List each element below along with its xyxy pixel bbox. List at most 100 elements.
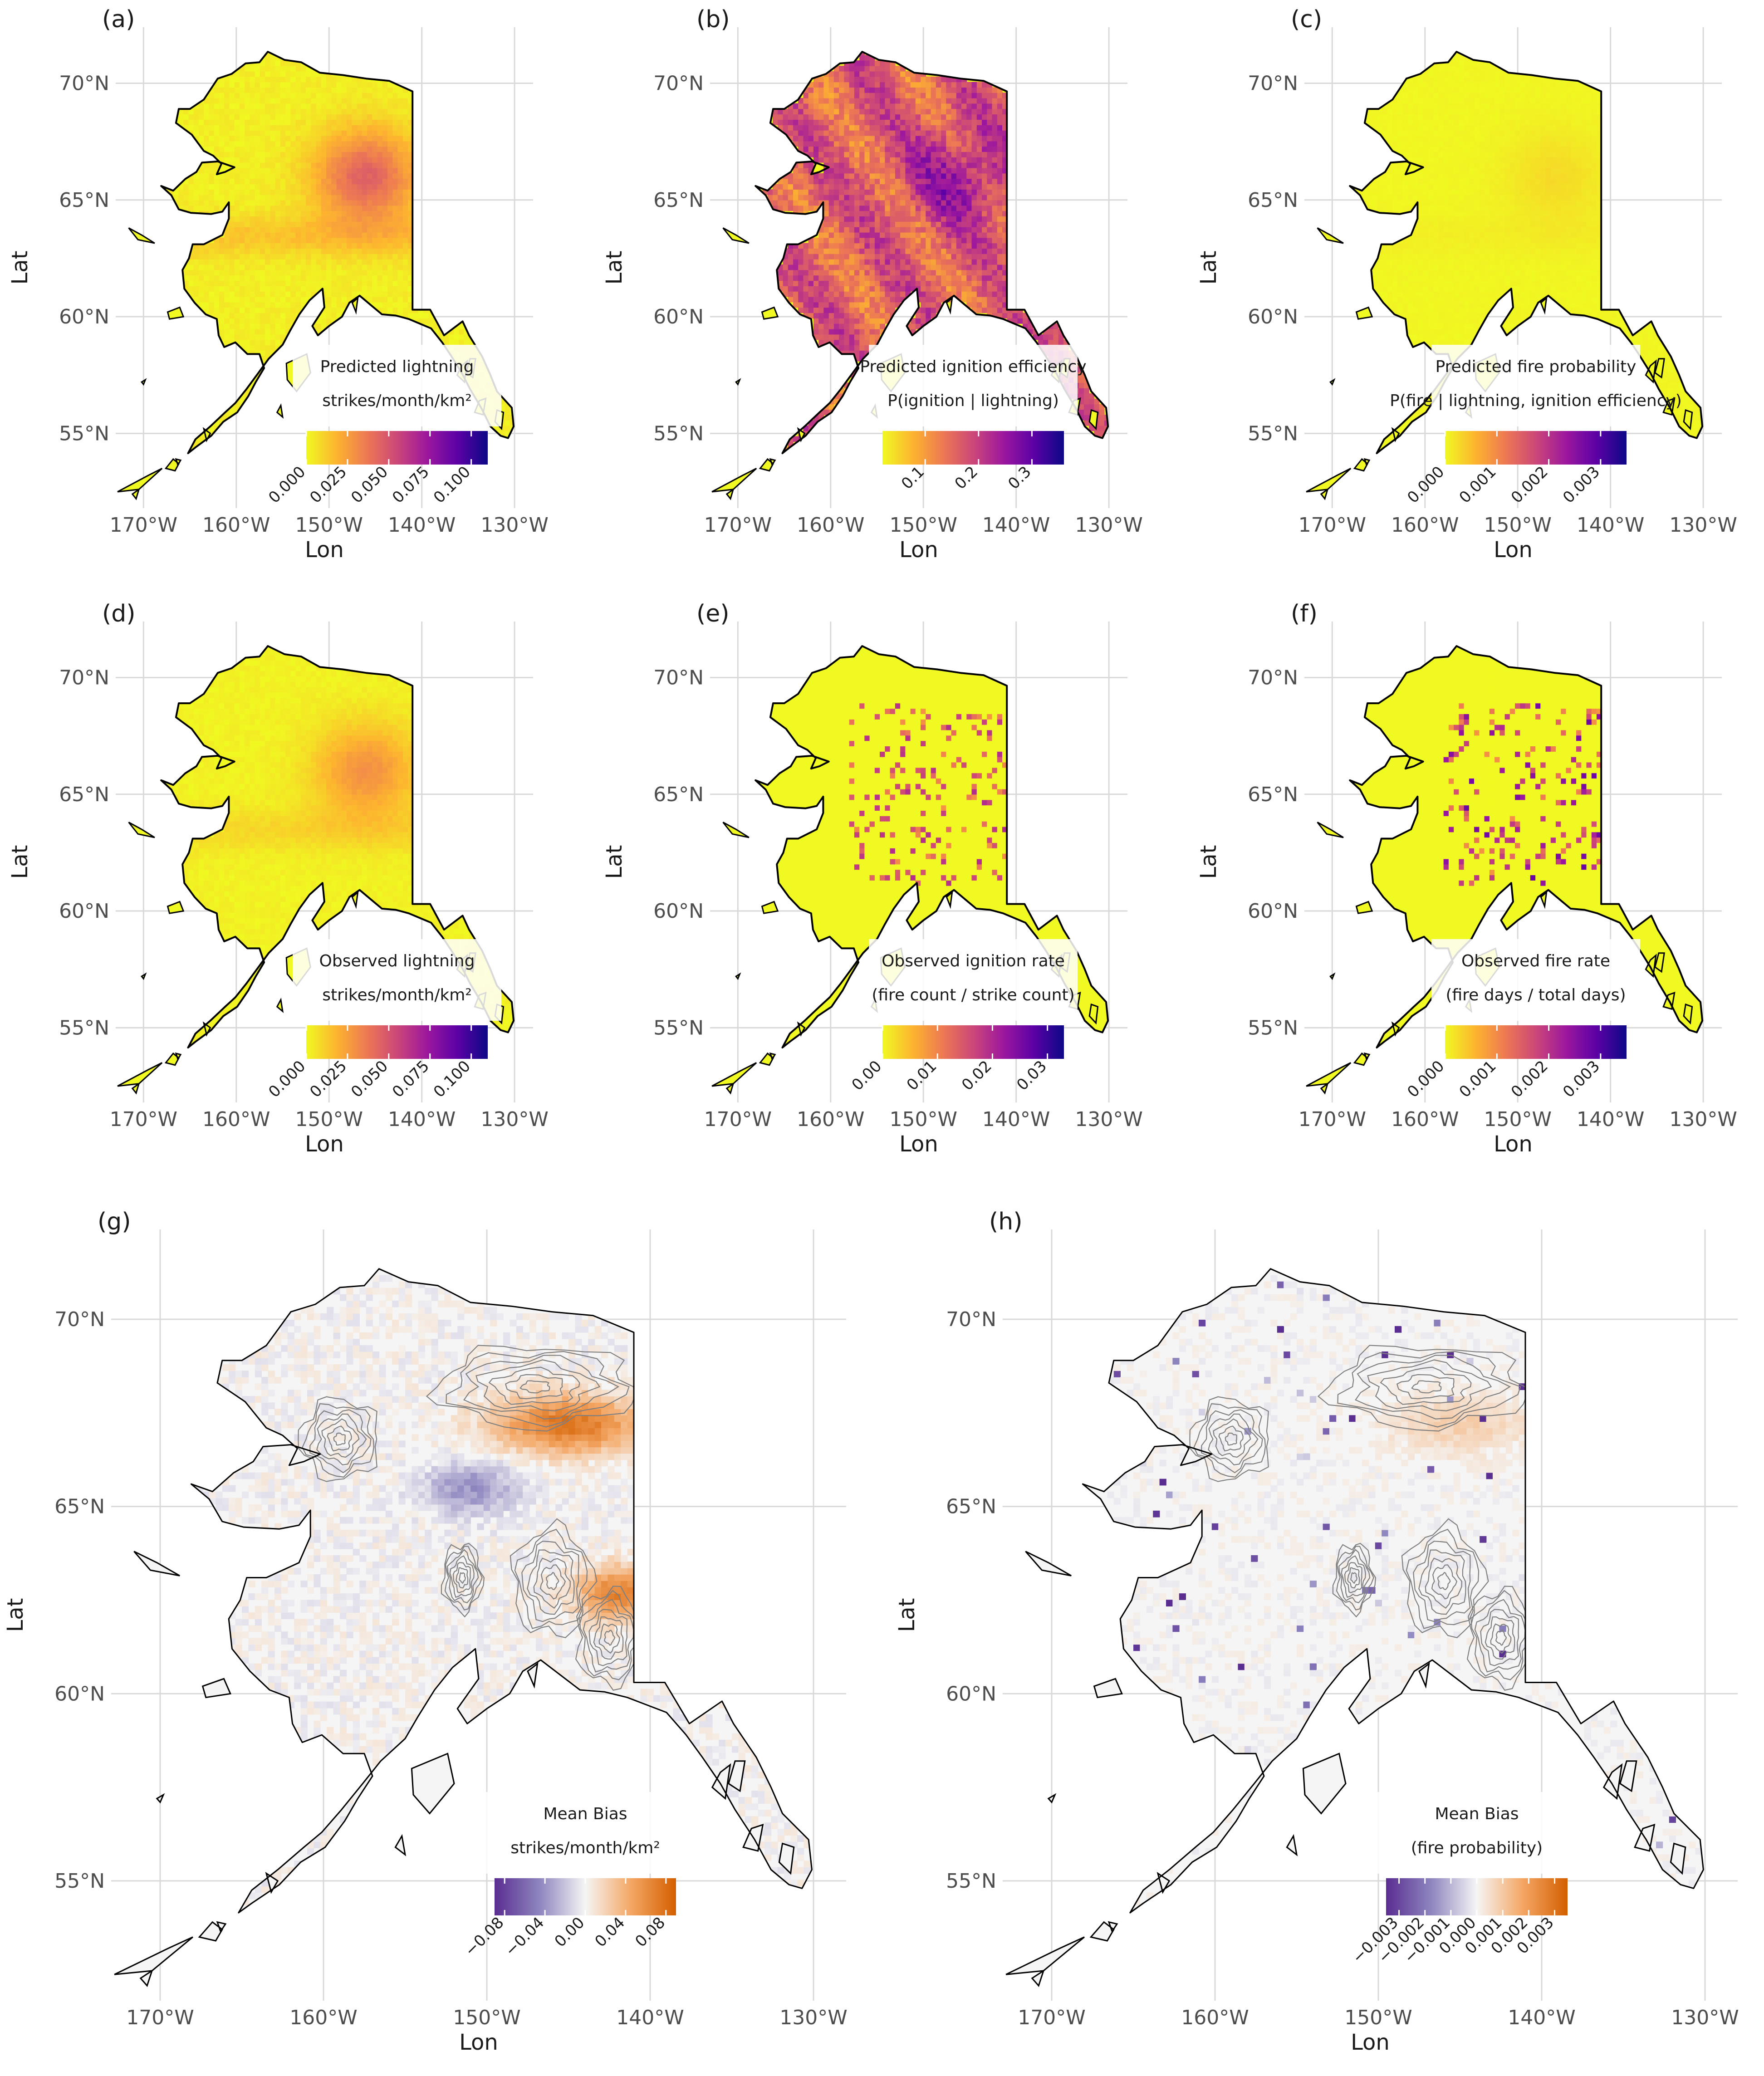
raster-cell [336, 205, 342, 211]
raster-cell [793, 103, 799, 109]
raster-cell [839, 119, 845, 125]
raster-cell [987, 152, 993, 157]
raster-cell [402, 296, 408, 303]
raster-cell [214, 286, 220, 292]
raster-cell [1418, 323, 1424, 329]
raster-cell [828, 237, 834, 244]
raster-cell [280, 146, 286, 152]
raster-cell [229, 205, 235, 211]
raster-cell [193, 280, 199, 286]
raster-cell [808, 275, 814, 281]
coastline-island [769, 458, 776, 467]
raster-cell [839, 162, 845, 168]
raster-cell [966, 162, 972, 168]
raster-cell [1392, 141, 1398, 147]
raster-cell [793, 167, 799, 174]
raster-cell [362, 125, 368, 131]
raster-cell [859, 205, 865, 211]
raster-cell [300, 227, 306, 233]
raster-cell [331, 87, 337, 93]
raster-cell [397, 254, 403, 260]
raster-cell [285, 216, 291, 222]
raster-cell [961, 146, 967, 152]
raster-cell [377, 211, 383, 216]
raster-cell [854, 205, 860, 211]
raster-cell [1408, 318, 1413, 324]
raster-cell [316, 248, 322, 254]
raster-cell [839, 269, 845, 276]
raster-cell [1397, 93, 1403, 98]
raster-cell [239, 313, 245, 318]
raster-cell [326, 237, 332, 244]
raster-cell [951, 259, 957, 265]
raster-cell [874, 82, 880, 88]
raster-cell [1377, 114, 1383, 120]
raster-cell [793, 189, 799, 195]
raster-cell [818, 184, 824, 190]
raster-cell [961, 211, 967, 216]
raster-cell [823, 286, 829, 292]
raster-cell [951, 87, 957, 93]
raster-cell [300, 184, 306, 190]
raster-cell [311, 135, 317, 142]
raster-cell [844, 313, 850, 318]
coastline-island [725, 488, 735, 500]
raster-cell [295, 76, 301, 83]
raster-cell [864, 328, 870, 335]
raster-cell [951, 264, 957, 270]
raster-cell [976, 119, 982, 125]
raster-cell [874, 243, 880, 249]
raster-cell [372, 184, 378, 190]
legend-title: Predicted lightning [320, 357, 474, 376]
raster-cell [280, 280, 286, 286]
raster-cell [956, 157, 962, 163]
raster-cell [1413, 173, 1419, 179]
raster-cell [859, 211, 865, 216]
raster-cell [1428, 162, 1434, 168]
raster-cell [239, 254, 245, 260]
raster-cell [833, 162, 839, 168]
raster-cell [982, 216, 987, 222]
raster-cell [495, 425, 500, 431]
raster-cell [1392, 135, 1398, 142]
raster-cell [387, 119, 393, 125]
raster-cell [849, 162, 855, 168]
raster-cell [1418, 254, 1424, 260]
raster-cell [193, 259, 199, 265]
raster-cell [209, 167, 215, 174]
raster-cell [1423, 205, 1429, 211]
raster-cell [941, 157, 947, 163]
raster-cell [910, 76, 916, 83]
raster-cell [1408, 146, 1413, 152]
raster-cell [372, 280, 378, 286]
raster-cell [833, 98, 839, 104]
raster-cell [193, 205, 199, 211]
raster-cell [321, 184, 327, 190]
raster-cell [1418, 200, 1424, 206]
raster-cell [402, 108, 408, 115]
raster-cell [987, 205, 993, 211]
raster-cell [352, 232, 358, 238]
colorbar-tick-label: 0.100 [430, 463, 474, 507]
raster-cell [321, 167, 327, 174]
raster-cell [397, 146, 403, 152]
raster-cell [285, 114, 291, 120]
raster-cell [813, 296, 819, 303]
raster-cell [946, 119, 952, 125]
raster-cell [890, 243, 896, 249]
raster-cell [270, 334, 276, 340]
raster-cell [844, 307, 850, 313]
raster-cell [229, 291, 235, 297]
raster-cell [290, 275, 296, 281]
raster-cell [357, 264, 363, 270]
raster-cell [1418, 184, 1424, 190]
raster-cell [833, 227, 839, 233]
raster-cell [285, 157, 291, 163]
raster-cell [828, 248, 834, 254]
raster-cell [1433, 264, 1439, 270]
raster-cell [199, 280, 204, 286]
raster-cell [839, 339, 845, 346]
raster-cell [849, 200, 855, 206]
raster-cell [250, 323, 255, 329]
raster-cell [382, 141, 388, 147]
